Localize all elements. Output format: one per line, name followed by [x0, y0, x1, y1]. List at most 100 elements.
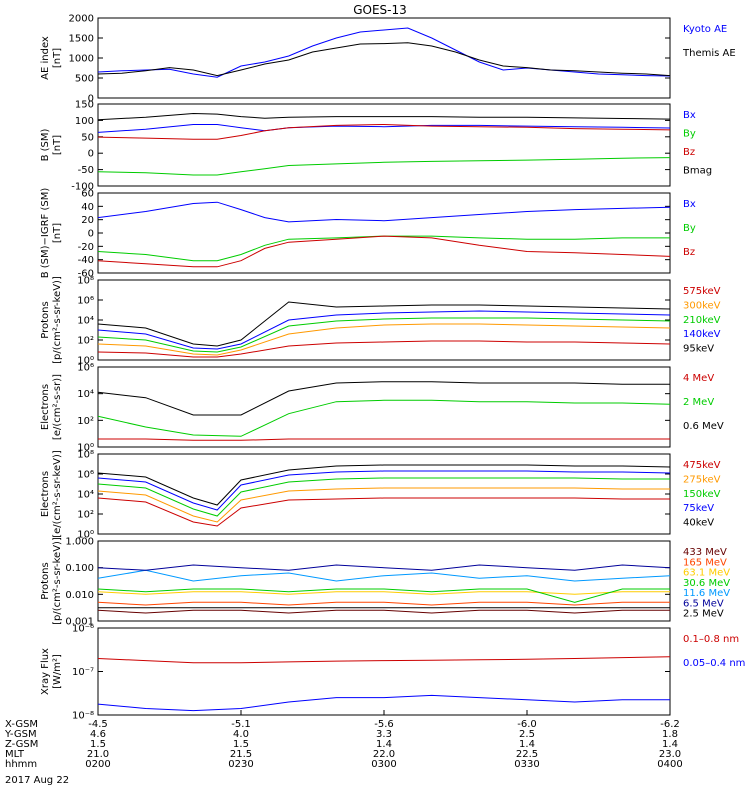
series-line [97, 201, 671, 223]
legend-entry: 575keV [683, 286, 721, 297]
legend-entry: 210keV [683, 315, 721, 326]
x-row-value: 0330 [514, 759, 539, 770]
y-axis-label: [nT] [52, 48, 63, 68]
y-axis-label: Electrons [40, 471, 51, 517]
legend-entry: 150keV [683, 489, 721, 500]
panel-2: -100 -50 0 50 100 150 B (SM) [nT] Bx By Bz Bmag [40, 100, 712, 193]
legend-entry: 2 MeV [683, 397, 714, 408]
legend-entry: 11.6 MeV [683, 588, 730, 599]
y-axis-label: Electrons [40, 384, 51, 430]
legend-entry: Bmag [683, 166, 712, 177]
x-row-value: 4.6 [90, 729, 106, 740]
legend-entry: 0.6 MeV [683, 421, 724, 432]
legend-entry: 165 MeV [683, 557, 727, 568]
legend-entry: 40keV [683, 518, 714, 529]
series-line [97, 310, 671, 350]
y-axis-label: [nT] [52, 135, 63, 155]
y-axis-label: Protons [40, 562, 51, 599]
y-tick-label: 1000 [69, 54, 94, 65]
y-axis-label: [e/(cm²-s-sr)] [52, 374, 63, 440]
legend-entry: By [683, 129, 696, 140]
panel-frame [97, 103, 671, 187]
y-tick-label: 10⁸ [77, 276, 94, 287]
x-row-value: 21.5 [230, 749, 252, 760]
y-tick-label: 2000 [69, 14, 94, 25]
legend-entry: 75keV [683, 503, 714, 514]
x-row-value: 21.0 [87, 749, 109, 760]
y-axis-label: Protons [40, 301, 51, 338]
y-tick-label: 40 [81, 202, 94, 213]
series-line [97, 317, 671, 353]
y-tick-label: 10⁰ [77, 356, 94, 367]
y-axis-label: [nT] [52, 223, 63, 243]
y-tick-label: -100 [71, 182, 94, 193]
series-line [97, 588, 670, 603]
legend-entry: Themis AE [682, 48, 736, 59]
y-tick-label: 10⁰ [77, 443, 94, 454]
y-tick-label: 10⁻⁸ [72, 711, 94, 722]
x-row-value: 1.4 [519, 739, 535, 750]
panel-7: 0.001 0.010 0.100 1.000 Protons [p/(cm²-s-sr-… [40, 537, 730, 628]
series-line [97, 694, 670, 712]
x-row-value: 23.0 [659, 749, 681, 760]
x-row-value: -6.2 [660, 719, 680, 730]
y-tick-label: 10² [77, 336, 94, 347]
panel-frame [97, 366, 671, 448]
series-line [97, 157, 671, 176]
y-tick-label: -50 [78, 165, 94, 176]
panel-4: 10⁰ 10² 10⁴ 10⁶ 10⁸ Protons [p/(cm²-s-sr-keV)]… [40, 276, 721, 367]
y-tick-label: 10⁴ [77, 490, 94, 501]
panel-3: -60 -40 -20 0 20 40 60 B (SM)−IGRF (SM) [nT] Bx By… [40, 188, 696, 280]
legend-entry: 6.5 MeV [683, 598, 724, 609]
x-row-value: 0230 [228, 759, 253, 770]
y-tick-label: 150 [75, 100, 94, 111]
y-axis-label: [W/m²] [52, 654, 63, 689]
panel-5: 10⁰ 10² 10⁴ 10⁶ Electrons [e/(cm²-s-sr)] 4 MeV… [40, 363, 724, 454]
series-line [97, 112, 671, 121]
x-row-value: -4.5 [88, 719, 108, 730]
legend-entry: Bz [683, 247, 695, 258]
series-line [97, 381, 670, 416]
y-axis-label: Xray Flux [40, 648, 51, 695]
legend-entry: 2.5 MeV [683, 609, 724, 620]
y-tick-label: 60 [81, 189, 94, 200]
legend-entry: Kyoto AE [683, 24, 727, 35]
y-tick-label: -60 [78, 269, 94, 280]
y-tick-label: 10⁸ [77, 450, 94, 461]
series-line [97, 235, 670, 262]
y-tick-label: 0.010 [65, 590, 94, 601]
series-line [97, 656, 671, 664]
series-line [97, 601, 670, 606]
y-axis-label: [p/(cm²-s-sr-keV)] [52, 276, 63, 364]
panel-1: 0 500 1000 1500 2000 AE index [nT] Kyoto AE Them… [40, 14, 736, 105]
y-tick-label: 0 [88, 94, 94, 105]
x-row-value: -5.6 [374, 719, 394, 730]
series-line [97, 487, 670, 523]
x-row-name: Y-GSM [4, 729, 37, 740]
y-tick-label: 50 [81, 132, 94, 143]
x-axis-table: X-GSM -4.5 -5.1 -5.6 -6.0 -6.2 Y-GSM 4.6 4.0 3.3 2… [4, 710, 683, 770]
series-line [97, 235, 671, 268]
y-tick-label: 1.000 [65, 537, 94, 548]
series-line [97, 399, 671, 437]
y-tick-label: 0 [88, 229, 94, 240]
x-row-name: MLT [5, 749, 25, 760]
x-row-value: 0300 [371, 759, 396, 770]
y-axis-label: AE index [40, 36, 51, 80]
x-row-value: 4.0 [233, 729, 249, 740]
x-row-name: X-GSM [5, 719, 38, 730]
y-axis-label: B (SM) [40, 128, 51, 161]
legend-entry: Bz [683, 147, 695, 158]
series-line [98, 438, 670, 441]
legend-entry: 275keV [683, 474, 721, 485]
x-row-value: 22.0 [373, 749, 395, 760]
x-row-value: 22.5 [516, 749, 538, 760]
legend-entry: 475keV [683, 460, 721, 471]
y-tick-label: 0.001 [65, 617, 94, 628]
series-line [97, 477, 670, 517]
x-row-value: 1.5 [233, 739, 249, 750]
x-row-value: 2.5 [519, 729, 535, 740]
date-label: 2017 Aug 22 [5, 775, 69, 786]
